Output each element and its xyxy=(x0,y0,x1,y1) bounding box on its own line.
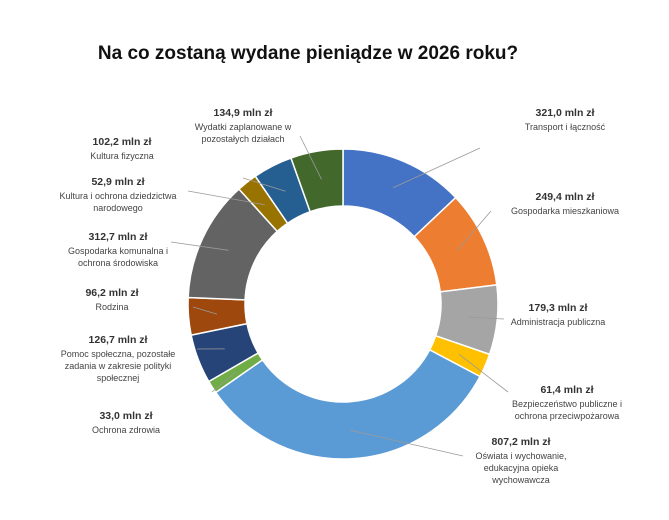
leader-lines-group xyxy=(170,135,509,457)
slice-value-label: 61,4 mln zł xyxy=(540,384,593,396)
slice-value-label: 126,7 mln zł xyxy=(89,334,148,346)
slice-value-label: 321,0 mln zł xyxy=(536,107,595,119)
donut-slice xyxy=(214,348,482,460)
leader-line xyxy=(170,241,229,251)
slice-category-label: Kultura fizyczna xyxy=(90,151,154,161)
slice-category-label: Transport i łączność xyxy=(525,122,606,132)
labels-group: 321,0 mln zł Transport i łączność 249,4 ml… xyxy=(59,107,622,485)
slices-group xyxy=(187,148,499,460)
slice-value-label: 52,9 mln zł xyxy=(91,176,144,188)
slice-category-label: Wydatki zaplanowane w pozostałych działac… xyxy=(195,122,292,144)
slice-value-label: 134,9 mln zł xyxy=(214,107,273,119)
chart-title: Na co zostaną wydane pieniądze w 2026 ro… xyxy=(98,43,518,64)
leader-line xyxy=(242,177,286,192)
slice-category-label: Gospodarka komunalna i ochrona środowiska xyxy=(68,246,168,268)
slice-category-label: Bezpieczeństwo publiczne i ochrona przeci… xyxy=(512,399,622,421)
leader-line xyxy=(458,353,509,393)
slice-category-label: Ochrona zdrowia xyxy=(92,425,160,435)
leader-line xyxy=(392,147,481,189)
slice-category-label: Administracja publiczna xyxy=(511,317,606,327)
slice-value-label: 312,7 mln zł xyxy=(89,231,148,243)
leader-line xyxy=(187,190,265,206)
donut-slice xyxy=(290,148,344,213)
leader-line xyxy=(457,210,492,251)
slice-category-label: Pomoc społeczna, pozostałe zadania w zakr… xyxy=(61,349,176,383)
slice-category-label: Rodzina xyxy=(95,302,128,312)
leader-line xyxy=(192,306,218,315)
leader-line xyxy=(211,371,237,393)
slice-value-label: 807,2 mln zł xyxy=(492,436,551,448)
leader-line xyxy=(350,429,464,457)
leader-line xyxy=(299,135,322,180)
slice-value-label: 249,4 mln zł xyxy=(536,191,595,203)
slice-value-label: 96,2 mln zł xyxy=(85,287,138,299)
slice-value-label: 179,3 mln zł xyxy=(529,302,588,314)
slice-category-label: Kultura i ochrona dziedzictwa narodowego xyxy=(59,191,176,213)
leader-line xyxy=(468,316,505,320)
slice-value-label: 33,0 mln zł xyxy=(99,410,152,422)
slice-category-label: Oświata i wychowanie, edukacyjna opieka wy… xyxy=(475,451,566,485)
slice-value-label: 102,2 mln zł xyxy=(93,136,152,148)
slice-category-label: Gospodarka mieszkaniowa xyxy=(511,206,619,216)
